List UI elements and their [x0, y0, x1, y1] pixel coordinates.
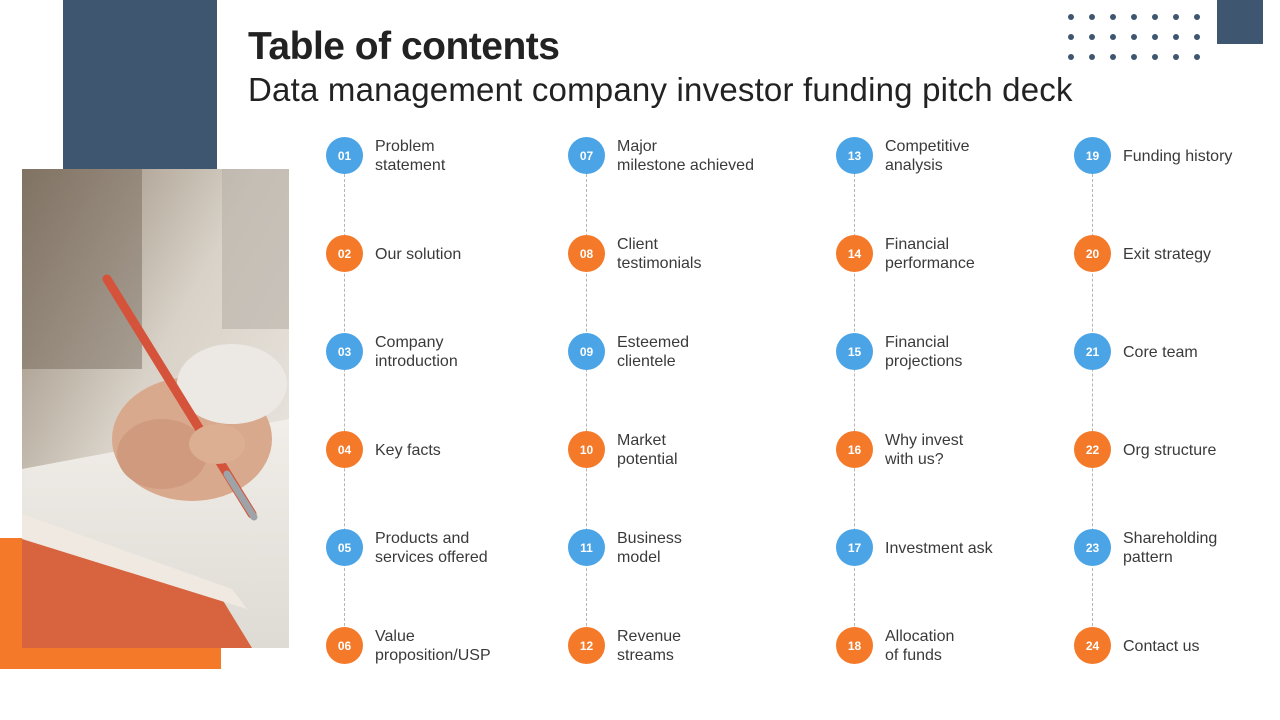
- toc-number-badge: 10: [568, 431, 605, 468]
- toc-number-badge: 08: [568, 235, 605, 272]
- toc-number-badge: 19: [1074, 137, 1111, 174]
- column-connector-line: [1092, 174, 1093, 626]
- toc-item[interactable]: 22 Org structure: [1074, 430, 1264, 470]
- toc-item-label: Key facts: [375, 441, 441, 459]
- toc-item-label: Core team: [1123, 343, 1198, 361]
- toc-item[interactable]: 03 Company introduction: [326, 332, 556, 372]
- toc-item-label: Investment ask: [885, 539, 993, 557]
- toc-item-label: Financial performance: [885, 236, 975, 272]
- toc-number-badge: 09: [568, 333, 605, 370]
- toc-item[interactable]: 01 Problem statement: [326, 136, 556, 176]
- toc-number-badge: 24: [1074, 627, 1111, 664]
- decorative-dot-grid: [1066, 12, 1206, 68]
- toc-number-badge: 12: [568, 627, 605, 664]
- toc-number-badge: 22: [1074, 431, 1111, 468]
- toc-item-label: Esteemed clientele: [617, 334, 690, 370]
- toc-number-badge: 11: [568, 529, 605, 566]
- toc-item[interactable]: 09 Esteemed clientele: [568, 332, 798, 372]
- toc-number-badge: 17: [836, 529, 873, 566]
- toc-item-label: Business model: [617, 530, 682, 566]
- toc-item[interactable]: 17 Investment ask: [836, 528, 1066, 568]
- toc-number-badge: 02: [326, 235, 363, 272]
- toc-item[interactable]: 05 Products and services offered: [326, 528, 556, 568]
- hand-writing-photo: [22, 169, 289, 648]
- decorative-navy-block: [63, 0, 217, 170]
- toc-item[interactable]: 21 Core team: [1074, 332, 1264, 372]
- toc-item-label: Exit strategy: [1123, 245, 1212, 263]
- toc-item[interactable]: 11 Business model: [568, 528, 798, 568]
- toc-number-badge: 20: [1074, 235, 1111, 272]
- toc-item[interactable]: 04 Key facts: [326, 430, 556, 470]
- toc-item-label: Shareholding pattern: [1123, 530, 1218, 566]
- toc-item[interactable]: 15 Financial projections: [836, 332, 1066, 372]
- toc-item[interactable]: 06 Value proposition/USP: [326, 626, 556, 666]
- column-connector-line: [344, 174, 345, 626]
- toc-item-label: Revenue streams: [617, 628, 682, 664]
- toc-item[interactable]: 19 Funding history: [1074, 136, 1264, 176]
- toc-item-label: Client testimonials: [617, 236, 702, 272]
- toc-number-badge: 07: [568, 137, 605, 174]
- page-subtitle: Data management company investor funding…: [248, 71, 1073, 108]
- toc-item-label: Market potential: [617, 432, 678, 468]
- toc-number-badge: 15: [836, 333, 873, 370]
- toc-item-label: Value proposition/USP: [375, 628, 491, 664]
- column-connector-line: [586, 174, 587, 626]
- toc-number-badge: 21: [1074, 333, 1111, 370]
- toc-number-badge: 16: [836, 431, 873, 468]
- toc-item[interactable]: 02 Our solution: [326, 234, 556, 274]
- toc-number-badge: 13: [836, 137, 873, 174]
- toc-item[interactable]: 12 Revenue streams: [568, 626, 798, 666]
- toc-number-badge: 14: [836, 235, 873, 272]
- toc-item-label: Major milestone achieved: [617, 138, 754, 174]
- toc-item[interactable]: 07 Major milestone achieved: [568, 136, 798, 176]
- toc-item-label: Problem statement: [375, 138, 446, 174]
- toc-item[interactable]: 18 Allocation of funds: [836, 626, 1066, 666]
- toc-item[interactable]: 24 Contact us: [1074, 626, 1264, 666]
- toc-item-label: Funding history: [1123, 147, 1233, 165]
- toc-item[interactable]: 20 Exit strategy: [1074, 234, 1264, 274]
- toc-item-label: Allocation of funds: [885, 628, 955, 664]
- toc-item-label: Org structure: [1123, 441, 1217, 459]
- toc-number-badge: 04: [326, 431, 363, 468]
- toc-item-label: Competitive analysis: [885, 138, 970, 174]
- column-connector-line: [854, 174, 855, 626]
- toc-item-label: Company introduction: [375, 334, 458, 370]
- page-title: Table of contents: [248, 25, 560, 68]
- toc-item[interactable]: 08 Client testimonials: [568, 234, 798, 274]
- toc-number-badge: 06: [326, 627, 363, 664]
- toc-item[interactable]: 13 Competitive analysis: [836, 136, 1066, 176]
- toc-number-badge: 03: [326, 333, 363, 370]
- toc-number-badge: 05: [326, 529, 363, 566]
- toc-item[interactable]: 10 Market potential: [568, 430, 798, 470]
- toc-item-label: Products and services offered: [375, 530, 488, 566]
- toc-number-badge: 18: [836, 627, 873, 664]
- decorative-navy-corner: [1217, 0, 1263, 44]
- toc-item-label: Financial projections: [885, 334, 963, 370]
- toc-item[interactable]: 16 Why invest with us?: [836, 430, 1066, 470]
- toc-item-label: Contact us: [1123, 637, 1200, 655]
- toc-item[interactable]: 14 Financial performance: [836, 234, 1066, 274]
- toc-number-badge: 23: [1074, 529, 1111, 566]
- toc-item-label: Why invest with us?: [885, 432, 964, 468]
- toc-item[interactable]: 23 Shareholding pattern: [1074, 528, 1264, 568]
- toc-number-badge: 01: [326, 137, 363, 174]
- toc-item-label: Our solution: [375, 245, 462, 263]
